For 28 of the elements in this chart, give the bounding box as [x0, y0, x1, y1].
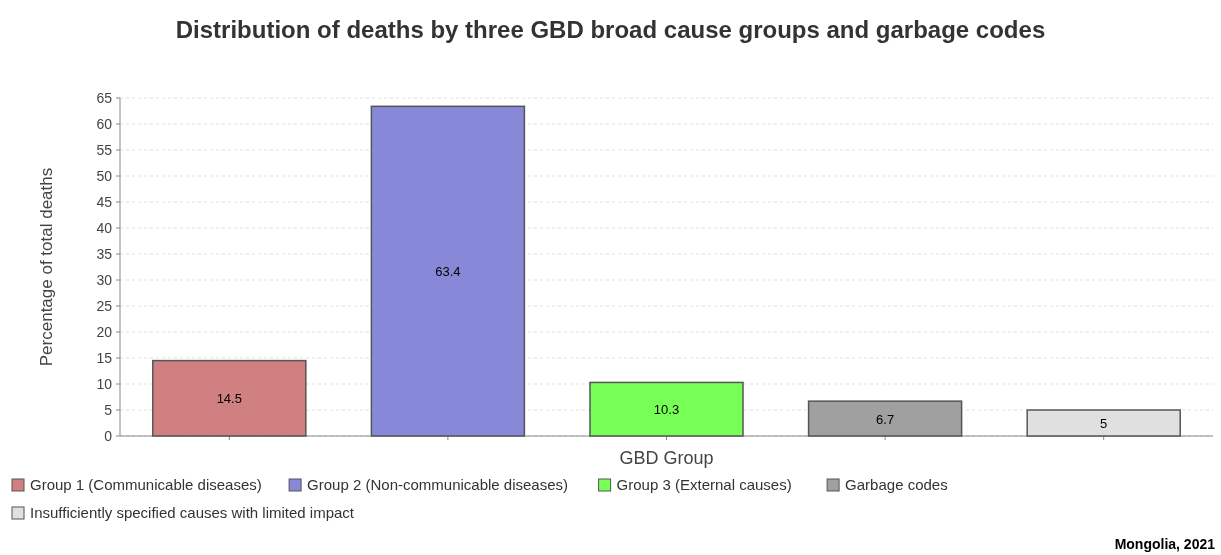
y-tick-label: 30	[96, 272, 113, 288]
y-tick-label: 25	[96, 298, 113, 314]
y-tick-label: 5	[104, 402, 113, 418]
text: Mongolia, 2021	[1114, 536, 1216, 552]
data-label: 10.3	[653, 402, 680, 418]
y-tick-label: 15	[96, 350, 113, 366]
data-label: 63.4	[435, 264, 461, 280]
y-tick-label: 10	[96, 376, 113, 392]
y-tick-label: 35	[96, 246, 113, 262]
y-tick-label: 50	[96, 168, 113, 184]
y-tick-label: 60	[96, 116, 113, 132]
y-tick-label: 0	[104, 428, 113, 444]
legend-label: Group 3 (External causes)	[616, 476, 792, 493]
legend-label: Group 2 (Non-communicable diseases)	[307, 476, 569, 493]
y-tick-label: 65	[96, 90, 113, 106]
y-tick-label: 20	[96, 324, 113, 340]
legend-label: Group 1 (Communicable diseases)	[30, 476, 262, 493]
y-tick-label: 45	[96, 194, 113, 210]
y-tick-label: 55	[96, 142, 113, 158]
x-axis-title: GBD Group	[619, 448, 714, 468]
chart-title: Distribution of deaths by three GBD broad cause groups and garbage codes	[175, 16, 1046, 43]
legend-label: Insufficiently specified causes with limited impact	[30, 504, 355, 521]
data-label: 14.5	[216, 391, 242, 407]
data-label: 6.7	[876, 411, 895, 427]
y-axis-title: Percentage of total deaths	[37, 167, 56, 367]
data-label: 5	[1100, 416, 1108, 431]
legend-label: Garbage codes	[845, 476, 948, 493]
y-tick-label: 40	[96, 220, 113, 236]
